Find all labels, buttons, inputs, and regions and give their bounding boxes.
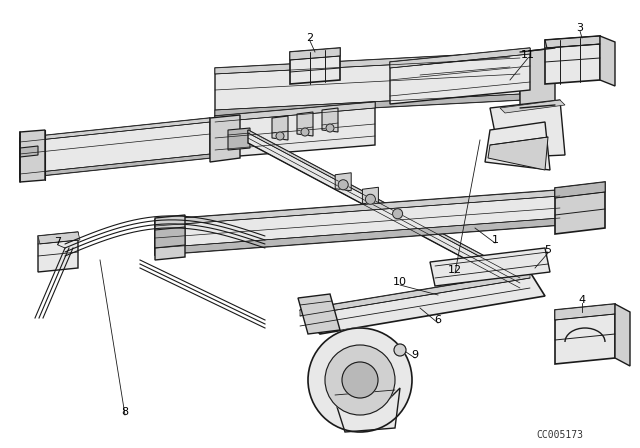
- Polygon shape: [215, 94, 520, 116]
- Polygon shape: [300, 272, 545, 334]
- Polygon shape: [322, 108, 338, 132]
- Polygon shape: [20, 130, 45, 182]
- Text: 5: 5: [545, 245, 552, 255]
- Polygon shape: [330, 385, 400, 432]
- Polygon shape: [38, 232, 78, 272]
- Polygon shape: [297, 112, 313, 136]
- Polygon shape: [215, 52, 520, 74]
- Text: 6: 6: [435, 315, 442, 325]
- Polygon shape: [228, 128, 250, 150]
- Text: 10: 10: [393, 277, 407, 287]
- Polygon shape: [500, 100, 565, 113]
- Polygon shape: [545, 36, 600, 84]
- Polygon shape: [600, 36, 615, 86]
- Circle shape: [392, 209, 403, 219]
- Polygon shape: [155, 227, 185, 248]
- Polygon shape: [155, 215, 185, 260]
- Polygon shape: [248, 130, 520, 278]
- Polygon shape: [545, 36, 600, 48]
- Text: 11: 11: [521, 50, 535, 60]
- Circle shape: [308, 328, 412, 432]
- Polygon shape: [38, 232, 80, 244]
- Text: 9: 9: [412, 350, 419, 360]
- Polygon shape: [155, 190, 560, 255]
- Polygon shape: [290, 48, 340, 60]
- Polygon shape: [215, 102, 375, 158]
- Text: 1: 1: [492, 235, 499, 245]
- Polygon shape: [155, 190, 560, 226]
- Polygon shape: [20, 154, 210, 178]
- Polygon shape: [298, 294, 340, 334]
- Circle shape: [338, 180, 348, 190]
- Polygon shape: [555, 304, 615, 320]
- Text: 8: 8: [122, 407, 129, 417]
- Polygon shape: [555, 182, 605, 234]
- Circle shape: [326, 124, 334, 132]
- Polygon shape: [520, 48, 555, 108]
- Polygon shape: [20, 118, 210, 142]
- Text: 7: 7: [54, 237, 61, 247]
- Polygon shape: [490, 100, 565, 158]
- Polygon shape: [488, 137, 548, 170]
- Polygon shape: [485, 122, 550, 170]
- Polygon shape: [210, 115, 240, 162]
- Text: 2: 2: [307, 33, 314, 43]
- Polygon shape: [155, 218, 560, 255]
- Polygon shape: [390, 48, 530, 68]
- Circle shape: [276, 132, 284, 140]
- Text: 12: 12: [448, 265, 462, 275]
- Circle shape: [394, 344, 406, 356]
- Circle shape: [365, 194, 376, 204]
- Text: 3: 3: [577, 23, 584, 33]
- Polygon shape: [390, 48, 530, 104]
- Polygon shape: [20, 146, 38, 157]
- Circle shape: [342, 362, 378, 398]
- Polygon shape: [290, 48, 340, 84]
- Polygon shape: [248, 130, 520, 288]
- Circle shape: [301, 128, 309, 136]
- Text: CC005173: CC005173: [536, 430, 584, 440]
- Polygon shape: [555, 304, 615, 364]
- Polygon shape: [215, 102, 375, 122]
- Polygon shape: [555, 182, 605, 198]
- Polygon shape: [362, 187, 378, 205]
- Polygon shape: [20, 118, 210, 178]
- Polygon shape: [390, 202, 406, 220]
- Text: 4: 4: [579, 295, 586, 305]
- Polygon shape: [430, 248, 550, 286]
- Polygon shape: [335, 173, 351, 191]
- Polygon shape: [272, 116, 288, 140]
- Polygon shape: [615, 304, 630, 366]
- Polygon shape: [300, 272, 530, 316]
- Polygon shape: [215, 52, 520, 116]
- Circle shape: [325, 345, 395, 415]
